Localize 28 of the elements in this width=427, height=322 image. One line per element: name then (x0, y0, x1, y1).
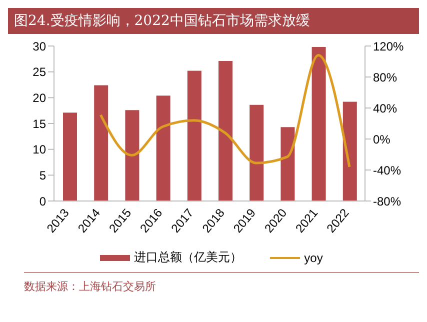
bar (280, 127, 295, 201)
y-tick-label: 5 (39, 168, 46, 182)
y-tick-label: 20 (32, 90, 46, 105)
legend-label: 进口总额（亿美元） (134, 249, 242, 266)
bar (312, 47, 326, 201)
y-tick-label: 10 (32, 142, 46, 157)
y2-tick-label: -80% (373, 194, 402, 208)
y2-tick-label: 40% (373, 101, 398, 116)
bar (94, 85, 108, 201)
bar (187, 70, 202, 201)
bar (218, 60, 232, 201)
y-tick-label: 30 (32, 39, 46, 54)
y2-tick-label: 120% (373, 39, 404, 54)
chart-title: 图24.受疫情影响，2022中国钻石市场需求放缓 (8, 8, 419, 34)
bar (125, 110, 140, 201)
y-tick-label: 0 (39, 194, 46, 208)
source-note: 数据来源：上海钻石交易所 (24, 279, 157, 294)
y-tick-label: 15 (32, 116, 46, 131)
y2-tick-label: 80% (373, 70, 398, 84)
bar (156, 96, 170, 201)
bar (63, 112, 77, 201)
bar (342, 102, 357, 201)
y2-tick-label: -40% (373, 163, 402, 178)
bar (250, 104, 264, 201)
legend-label: yoy (304, 250, 323, 264)
y2-tick-label: 0% (373, 132, 391, 146)
line-series (99, 54, 351, 168)
y-tick-label: 25 (32, 65, 46, 80)
